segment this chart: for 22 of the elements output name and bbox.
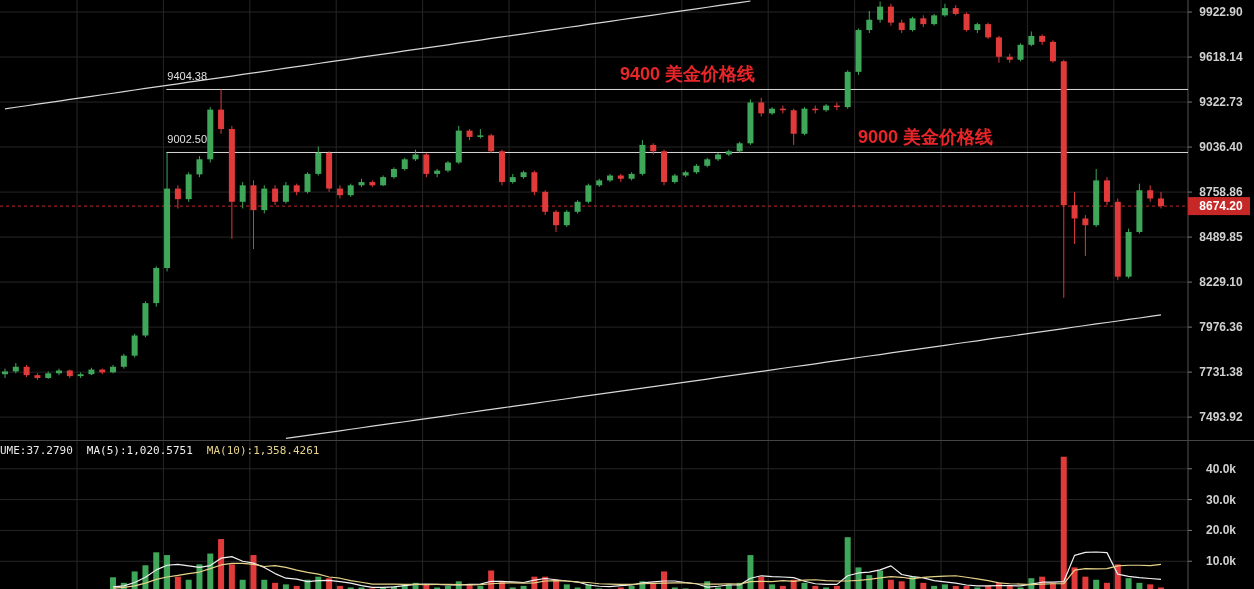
y-tick-label: 30.0k: [1205, 492, 1237, 507]
y-tick-label: 9036.40: [1199, 140, 1244, 155]
y-tick-label: 7493.92: [1199, 410, 1244, 425]
y-tick-label: 7976.36: [1199, 320, 1244, 335]
text: MA(5):1,020.5751: [86, 444, 193, 457]
ref-line-label: 9002.50: [167, 133, 208, 146]
y-tick-label: 9922.90: [1199, 5, 1244, 20]
y-tick-label: 20.0k: [1205, 523, 1237, 538]
annotation: 9000 美金价格线: [858, 127, 994, 148]
y-tick-label: 10.0k: [1205, 554, 1237, 569]
y-tick-label: 8229.10: [1199, 275, 1244, 290]
y-tick-label: 8758.86: [1199, 185, 1244, 200]
ref-line-label: 9404.38: [167, 70, 208, 83]
y-tick-label: 8489.85: [1199, 230, 1244, 245]
y-tick-label: 7731.38: [1199, 365, 1244, 380]
annotation: 9400 美金价格线: [620, 64, 756, 85]
ref-line-label: 8674.20: [1199, 199, 1244, 214]
text: MA(10):1,358.4261: [206, 444, 320, 457]
y-tick-label: 9618.14: [1199, 50, 1244, 65]
y-tick-label: 40.0k: [1205, 461, 1237, 476]
y-tick-label: 9322.73: [1199, 95, 1244, 110]
annotation: UME:37.2790: [0, 444, 73, 457]
